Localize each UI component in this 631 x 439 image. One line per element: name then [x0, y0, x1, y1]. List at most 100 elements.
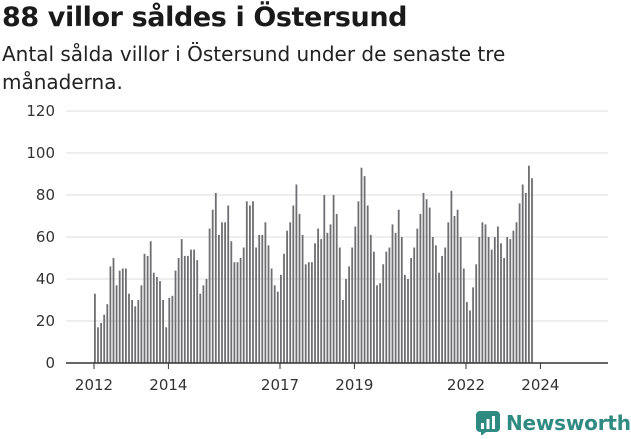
- y-tick-label: 40: [36, 270, 55, 288]
- x-tick-label: 2017: [261, 376, 299, 394]
- bar: [208, 228, 211, 363]
- bar: [354, 226, 357, 363]
- bar: [100, 323, 102, 363]
- bar: [441, 255, 443, 363]
- bar: [307, 262, 310, 363]
- bar: [400, 237, 403, 363]
- newsworthy-logo-icon: [476, 411, 500, 435]
- y-tick-label: 60: [36, 228, 55, 246]
- bar: [183, 255, 186, 363]
- x-tick-label: 2019: [335, 376, 373, 394]
- bar: [261, 234, 264, 363]
- bar: [332, 195, 335, 363]
- bar: [515, 222, 518, 363]
- bar: [419, 213, 422, 363]
- x-axis: [66, 362, 608, 369]
- bar: [168, 297, 171, 363]
- bar: [199, 293, 202, 363]
- y-tick-label: 80: [36, 186, 55, 204]
- bar: [292, 205, 295, 363]
- bar: [115, 285, 118, 363]
- bar: [450, 190, 453, 363]
- bar: [258, 234, 261, 363]
- bar: [230, 241, 233, 363]
- bar: [146, 255, 149, 363]
- bar: [320, 239, 323, 363]
- bar: [165, 327, 168, 363]
- bar: [131, 300, 133, 363]
- bar: [447, 222, 450, 363]
- y-tick-label: 20: [36, 312, 55, 330]
- bar: [506, 237, 509, 363]
- bar: [518, 203, 521, 363]
- bar: [323, 195, 326, 363]
- bar: [311, 262, 313, 363]
- bar: [466, 302, 468, 363]
- bar: [239, 258, 242, 363]
- bar: [140, 285, 143, 363]
- bars: [94, 165, 533, 363]
- bar: [283, 253, 285, 363]
- bar: [472, 287, 474, 363]
- y-tick-label: 100: [26, 144, 55, 162]
- bar: [249, 205, 251, 363]
- bar: [459, 237, 462, 363]
- y-tick-label: 120: [26, 102, 55, 120]
- bar: [221, 222, 223, 363]
- bar: [342, 300, 344, 363]
- bar: [227, 205, 230, 363]
- bar: [512, 230, 515, 363]
- bar: [94, 293, 96, 363]
- bar: [524, 192, 527, 363]
- bar: [109, 266, 112, 363]
- bar: [245, 201, 248, 363]
- bar: [478, 237, 481, 363]
- bar: [509, 239, 512, 363]
- bar: [286, 230, 288, 363]
- bar: [425, 199, 428, 363]
- chart-subtitle: Antal sålda villor i Östersund under de …: [2, 42, 506, 94]
- bar: [276, 291, 279, 363]
- chart-title: 88 villor såldes i Östersund: [2, 2, 408, 33]
- bar: [373, 251, 375, 363]
- bar: [205, 279, 208, 363]
- bar: [304, 264, 307, 363]
- bar: [531, 178, 533, 363]
- bar: [481, 222, 484, 363]
- bar: [484, 224, 487, 363]
- bar: [171, 295, 174, 363]
- bar: [366, 205, 369, 363]
- y-axis-labels: 0 20 40 60 80 100 120: [26, 102, 55, 372]
- bar: [444, 247, 447, 363]
- x-tick-label: 2022: [447, 376, 485, 394]
- bar: [224, 222, 226, 363]
- bar: [329, 224, 332, 363]
- bar: [407, 279, 409, 363]
- bar: [97, 327, 99, 363]
- bar: [236, 262, 239, 363]
- bar: [397, 209, 400, 363]
- bar: [187, 255, 189, 363]
- data-label: 88: [562, 0, 584, 5]
- brand-name: Newsworthy: [506, 411, 631, 435]
- x-tick-label: 2012: [75, 376, 113, 394]
- bar: [326, 232, 329, 363]
- bar: [363, 176, 366, 363]
- bar: [112, 258, 115, 363]
- bar: [190, 249, 192, 363]
- bar: [428, 207, 431, 363]
- bar: [413, 247, 416, 363]
- bar: [121, 268, 124, 363]
- annotations: 88: [562, 0, 584, 5]
- bar: [385, 251, 388, 363]
- bar: [289, 222, 292, 363]
- bar: [118, 270, 121, 363]
- bar: [295, 184, 298, 363]
- bar: [338, 247, 341, 363]
- bar: [431, 237, 434, 363]
- x-tick-label: 2014: [149, 376, 187, 394]
- bar: [255, 247, 257, 363]
- bar: [379, 283, 381, 363]
- bar: [388, 247, 391, 363]
- bar: [273, 285, 276, 363]
